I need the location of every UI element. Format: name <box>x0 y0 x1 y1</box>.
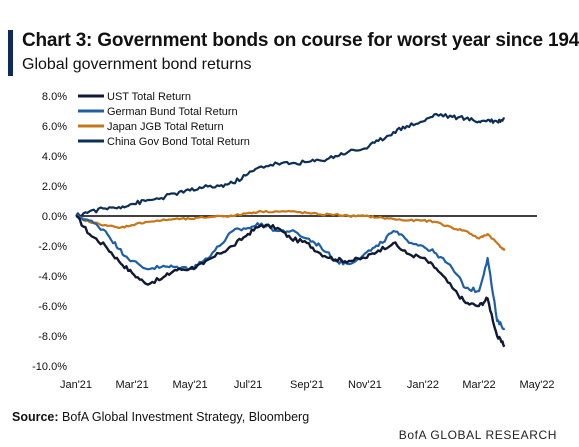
x-tick-label: May'21 <box>172 379 207 391</box>
y-tick-label: -10.0% <box>32 361 67 373</box>
x-tick-label: Jan'21 <box>60 379 92 391</box>
series-line-german-bund-total-return <box>75 213 506 331</box>
x-tick-label: Jul'21 <box>234 379 262 391</box>
legend-label: German Bund Total Return <box>107 106 238 118</box>
y-tick-label: 0.0% <box>42 211 67 223</box>
x-tick-label: May'22 <box>519 379 554 391</box>
credit-text: BofA GLOBAL RESEARCH <box>398 428 557 442</box>
y-tick-label: 6.0% <box>42 121 67 133</box>
x-axis: Jan'21 Mar'21 May'21 Jul'21 Sep'21 Nov'21 Jan'… <box>60 379 555 391</box>
legend-label: China Gov Bond Total Return <box>107 136 250 148</box>
chart-title: Chart 3: Government bonds on course for … <box>22 30 579 51</box>
series-line-japan-jgb-total-return <box>75 209 506 252</box>
series-line-ust-total-return <box>75 214 506 348</box>
y-axis: 8.0% 6.0% 4.0% 2.0% 0.0% -2.0% -4.0% -6.0% -8.0%… <box>32 91 67 373</box>
x-tick-label: Nov'21 <box>348 379 382 391</box>
title-accent-bar <box>8 30 13 76</box>
y-tick-label: -2.0% <box>38 241 67 253</box>
legend-label: Japan JGB Total Return <box>107 121 224 133</box>
chart-subtitle: Global government bond returns <box>22 56 252 73</box>
line-chart: 8.0% 6.0% 4.0% 2.0% 0.0% -2.0% -4.0% -6.0% -8.0%… <box>32 91 555 391</box>
x-tick-label: Jan'22 <box>407 379 439 391</box>
source-label: Source: <box>12 410 59 424</box>
x-tick-label: Mar'22 <box>462 379 495 391</box>
x-tick-label: Mar'21 <box>115 379 148 391</box>
y-tick-label: 4.0% <box>42 151 67 163</box>
y-tick-label: -6.0% <box>38 301 67 313</box>
x-tick-label: Sep'21 <box>290 379 324 391</box>
source-note: Source: BofA Global Investment Strategy,… <box>12 410 309 424</box>
y-tick-label: -8.0% <box>38 331 67 343</box>
y-tick-label: -4.0% <box>38 271 67 283</box>
series-lines <box>75 112 506 348</box>
source-text: BofA Global Investment Strategy, Bloombe… <box>62 410 310 424</box>
y-tick-label: 2.0% <box>42 181 67 193</box>
legend: UST Total Return German Bund Total Return… <box>78 91 250 148</box>
series-line-china-gov-bond-total-return <box>75 112 505 218</box>
legend-label: UST Total Return <box>107 91 191 103</box>
y-tick-label: 8.0% <box>42 91 67 103</box>
